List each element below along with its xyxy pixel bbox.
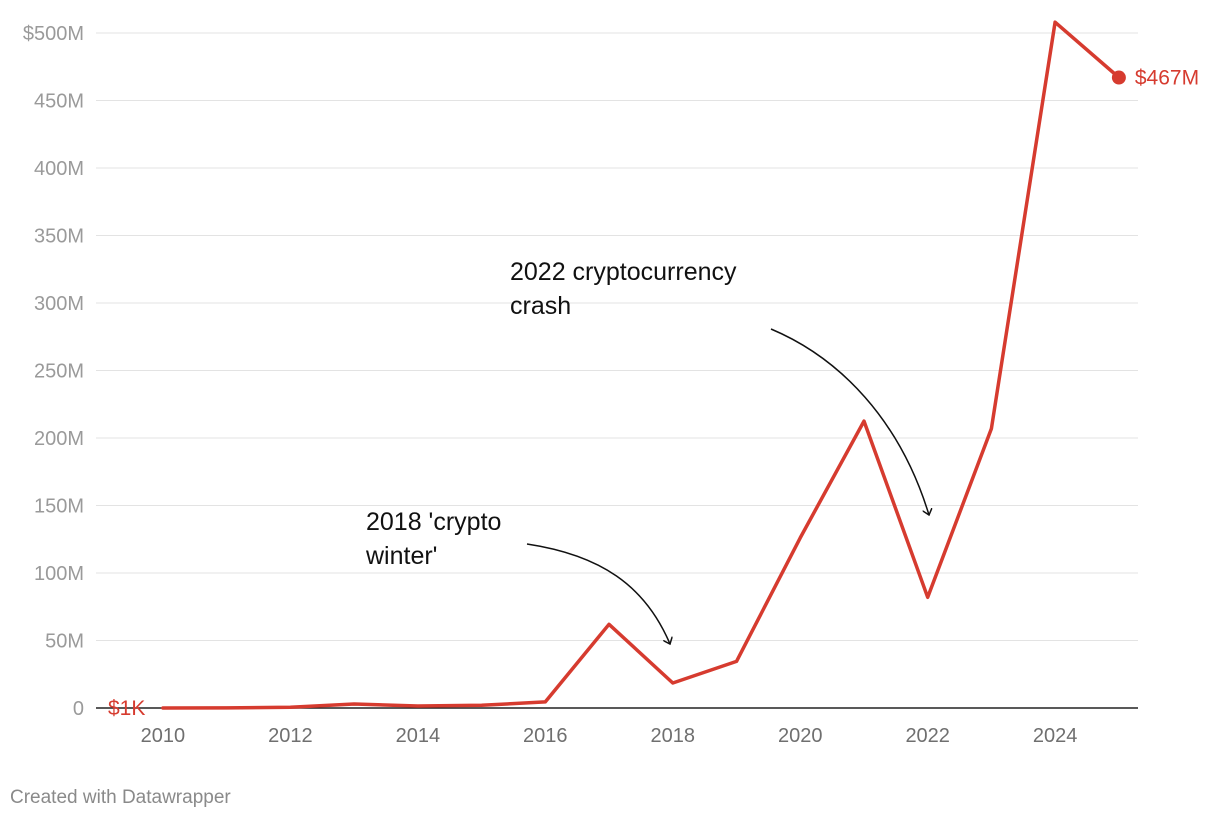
x-tick-label: 2018 [651, 725, 696, 747]
annotation: 2018 'crypto winter' [365, 508, 670, 644]
annotation-arrow [526, 543, 670, 644]
annotations: 2018 'crypto winter' 2022 cryptocurrency cr… [365, 258, 929, 644]
y-tick-label: 450M [34, 91, 84, 113]
annotation-text: winter' [365, 542, 437, 570]
x-axis: 2010 2012 2014 2016 2018 2020 2022 2024 [141, 725, 1078, 747]
x-tick-label: 2010 [141, 725, 186, 747]
annotation-text: 2022 cryptocurrency [510, 258, 737, 286]
annotation-text: 2018 'crypto [366, 508, 501, 536]
x-tick-label: 2024 [1033, 725, 1078, 747]
y-tick-label: 400M [34, 158, 84, 180]
series [161, 20, 1126, 710]
y-tick-label: 150M [34, 496, 84, 518]
y-tick-label: 300M [34, 293, 84, 315]
start-value-label: $1K [108, 697, 145, 720]
y-axis: 0 50M 100M 150M 200M 250M 300M 350M 400M 450M $500… [23, 23, 84, 720]
y-tick-label: 0 [73, 698, 84, 720]
annotation-arrow [770, 328, 929, 515]
end-value-label: $467M [1135, 67, 1199, 90]
credit-text: Created with Datawrapper [10, 787, 231, 808]
y-tick-label: 50M [45, 631, 84, 653]
y-tick-label: 200M [34, 428, 84, 450]
x-tick-label: 2012 [268, 725, 313, 747]
annotation: 2022 cryptocurrency crash [510, 258, 929, 515]
y-tick-label: $500M [23, 23, 84, 45]
y-tick-label: 350M [34, 226, 84, 248]
x-tick-label: 2014 [396, 725, 441, 747]
gridlines [96, 32, 1138, 709]
end-point [1111, 70, 1126, 85]
x-tick-label: 2020 [778, 725, 823, 747]
x-tick-label: 2022 [905, 725, 950, 747]
annotation-text: crash [510, 292, 571, 320]
y-tick-label: 100M [34, 563, 84, 585]
series-line [161, 20, 1121, 710]
end-labels: $1K $467M [108, 67, 1199, 720]
y-tick-label: 250M [34, 361, 84, 383]
x-tick-label: 2016 [523, 725, 568, 747]
